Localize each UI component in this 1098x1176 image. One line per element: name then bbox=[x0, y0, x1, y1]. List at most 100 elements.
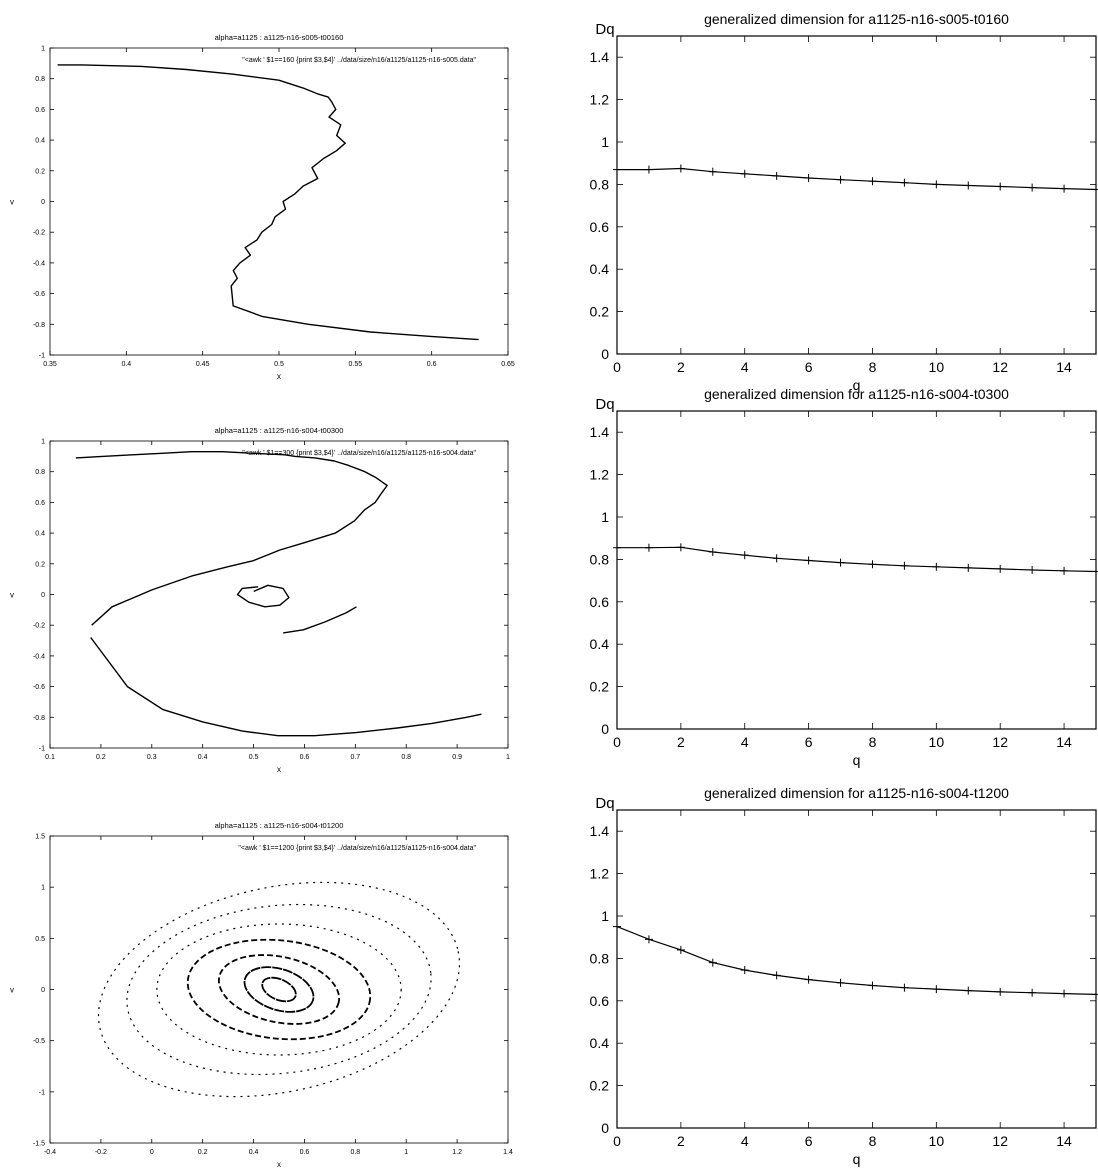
x-tick-label: 0 bbox=[150, 1149, 154, 1156]
y-tick-label: -0.2 bbox=[33, 623, 45, 630]
chart-1: 0.35 0.4 0.45 0.5 0.55 0.6 0.65 -1 -0.8 -0.6 -0.4 -… bbox=[10, 33, 515, 381]
y-tick-label: 0.6 bbox=[35, 500, 45, 507]
x-tick-label: 4 bbox=[741, 734, 749, 750]
x-tick-label: 0.4 bbox=[198, 754, 208, 761]
x-tick-label: 0.1 bbox=[45, 754, 55, 761]
x-tick-label: 1.2 bbox=[452, 1149, 462, 1156]
y-tick-label: 1.2 bbox=[590, 467, 610, 483]
trajectory-series-2 bbox=[91, 454, 388, 626]
y-tick-label: 0.4 bbox=[590, 636, 610, 652]
x-tick-label: 0.55 bbox=[349, 361, 363, 368]
chart-title: alpha=a1125 : a1125-n16-s005-t00160 bbox=[215, 33, 344, 42]
y-tick-label: 1 bbox=[601, 908, 609, 924]
y-tick-label: -1 bbox=[39, 1089, 45, 1096]
vortex-ring bbox=[126, 903, 432, 1076]
x-axis-label: q bbox=[853, 1151, 861, 1167]
x-tick-label: 1 bbox=[404, 1149, 408, 1156]
x-tick-label: 8 bbox=[869, 359, 877, 375]
y-tick-label: -0.6 bbox=[33, 684, 45, 691]
y-tick-label: 0.2 bbox=[35, 561, 45, 568]
y-tick-label: 1.2 bbox=[590, 92, 610, 108]
y-tick-label: -0.6 bbox=[33, 291, 45, 298]
x-tick-label: 2 bbox=[677, 1133, 685, 1149]
x-tick-label: 0.6 bbox=[300, 1149, 310, 1156]
y-tick-label: 1 bbox=[41, 439, 45, 446]
y-axis-label: Dq bbox=[595, 21, 614, 38]
x-tick-label: 1 bbox=[506, 754, 510, 761]
vortex-ring bbox=[217, 954, 341, 1025]
x-tick-label: 12 bbox=[992, 359, 1008, 375]
x-tick-label: 0.35 bbox=[43, 361, 57, 368]
y-tick-label: 1.4 bbox=[590, 823, 610, 839]
x-tick-label: 6 bbox=[805, 1133, 813, 1149]
x-tick-label: 14 bbox=[1056, 734, 1072, 750]
trajectory-series-3 bbox=[75, 451, 286, 459]
y-tick-label: 1 bbox=[41, 885, 45, 892]
y-tick-label: 1.5 bbox=[35, 834, 45, 841]
x-tick-label: 14 bbox=[1056, 359, 1072, 375]
y-axis-label: v bbox=[10, 591, 14, 600]
y-tick-label: -0.8 bbox=[33, 715, 45, 722]
y-tick-label: 0.6 bbox=[590, 219, 610, 235]
x-tick-label: 0.9 bbox=[452, 754, 462, 761]
x-tick-label: 0.6 bbox=[427, 361, 437, 368]
y-tick-label: -0.2 bbox=[33, 230, 45, 237]
chart-3: -0.4 -0.2 0 0.2 0.4 0.6 0.8 1 1.2 1.4 -1.5 -1 -0.5 0 0… bbox=[10, 821, 513, 1169]
legend-label: "<awk ' $1==160 {print $3,$4}' ../data/s… bbox=[242, 57, 476, 64]
y-tick-label: 1.2 bbox=[590, 866, 610, 882]
x-tick-label: 0.7 bbox=[350, 754, 360, 761]
x-tick-label: 0 bbox=[613, 734, 621, 750]
x-tick-label: 8 bbox=[869, 1133, 877, 1149]
y-tick-label: 1 bbox=[601, 509, 609, 525]
y-tick-label: 1 bbox=[601, 134, 609, 150]
trajectory-series-5 bbox=[283, 606, 357, 634]
plot-frame bbox=[616, 35, 1097, 355]
y-tick-label: 0 bbox=[41, 592, 45, 599]
y-tick-label: 0.4 bbox=[590, 1035, 610, 1051]
vortex-ring bbox=[156, 923, 402, 1056]
chart-2: 0.1 0.2 0.3 0.4 0.5 0.6 0.7 0.8 0.9 1 -1 -0.8 -0.6 -0… bbox=[10, 426, 510, 774]
x-tick-label: 6 bbox=[805, 734, 813, 750]
y-tick-label: -0.8 bbox=[33, 322, 45, 329]
y-tick-label: 1 bbox=[41, 46, 45, 53]
x-tick-label: -0.4 bbox=[44, 1149, 56, 1156]
x-tick-label: 14 bbox=[1056, 1133, 1072, 1149]
vortex-ring bbox=[186, 938, 372, 1041]
y-tick-label: 0 bbox=[41, 199, 45, 206]
x-tick-label: 8 bbox=[869, 734, 877, 750]
vortex-ring bbox=[97, 881, 461, 1098]
trajectory-series-4 bbox=[236, 584, 290, 608]
x-tick-label: 0.8 bbox=[350, 1149, 360, 1156]
x-tick-label: 0.2 bbox=[198, 1149, 208, 1156]
y-tick-label: 0.6 bbox=[590, 993, 610, 1009]
x-tick-label: 2 bbox=[677, 734, 685, 750]
dq-line bbox=[616, 926, 1097, 995]
x-tick-label: -0.2 bbox=[95, 1149, 107, 1156]
y-tick-label: 0.2 bbox=[590, 679, 610, 695]
x-tick-label: 4 bbox=[741, 1133, 749, 1149]
y-tick-label: -0.4 bbox=[33, 653, 45, 660]
x-tick-label: 12 bbox=[992, 734, 1008, 750]
x-tick-label: 0 bbox=[613, 359, 621, 375]
legend-label: "<awk ' $1==300 {print $3,$4}' ../data/s… bbox=[242, 450, 476, 457]
plot-frame bbox=[49, 440, 509, 749]
trajectory-series-1 bbox=[57, 64, 479, 341]
y-tick-label: 0 bbox=[601, 1120, 609, 1136]
x-tick-label: 10 bbox=[929, 1133, 945, 1149]
dq-line bbox=[617, 167, 1097, 191]
chart-title: generalized dimension for a1125-n16-s004… bbox=[704, 386, 1009, 402]
x-tick-label: 0.6 bbox=[300, 754, 310, 761]
y-tick-label: 0.4 bbox=[590, 261, 610, 277]
y-tick-label: 1.4 bbox=[590, 49, 610, 65]
chart-title: alpha=a1125 : a1125-n16-s004-t01200 bbox=[215, 821, 344, 830]
y-tick-label: 0 bbox=[601, 721, 609, 737]
legend-label: "<awk ' $1==1200 {print $3,$4}' ../data/… bbox=[238, 845, 476, 852]
x-tick-label: 6 bbox=[805, 359, 813, 375]
trajectory-series-1 bbox=[90, 637, 482, 737]
x-tick-label: 0.4 bbox=[121, 361, 131, 368]
x-tick-label: 0.65 bbox=[501, 361, 515, 368]
vortex-ring bbox=[243, 966, 315, 1013]
dq-line bbox=[617, 546, 1097, 573]
